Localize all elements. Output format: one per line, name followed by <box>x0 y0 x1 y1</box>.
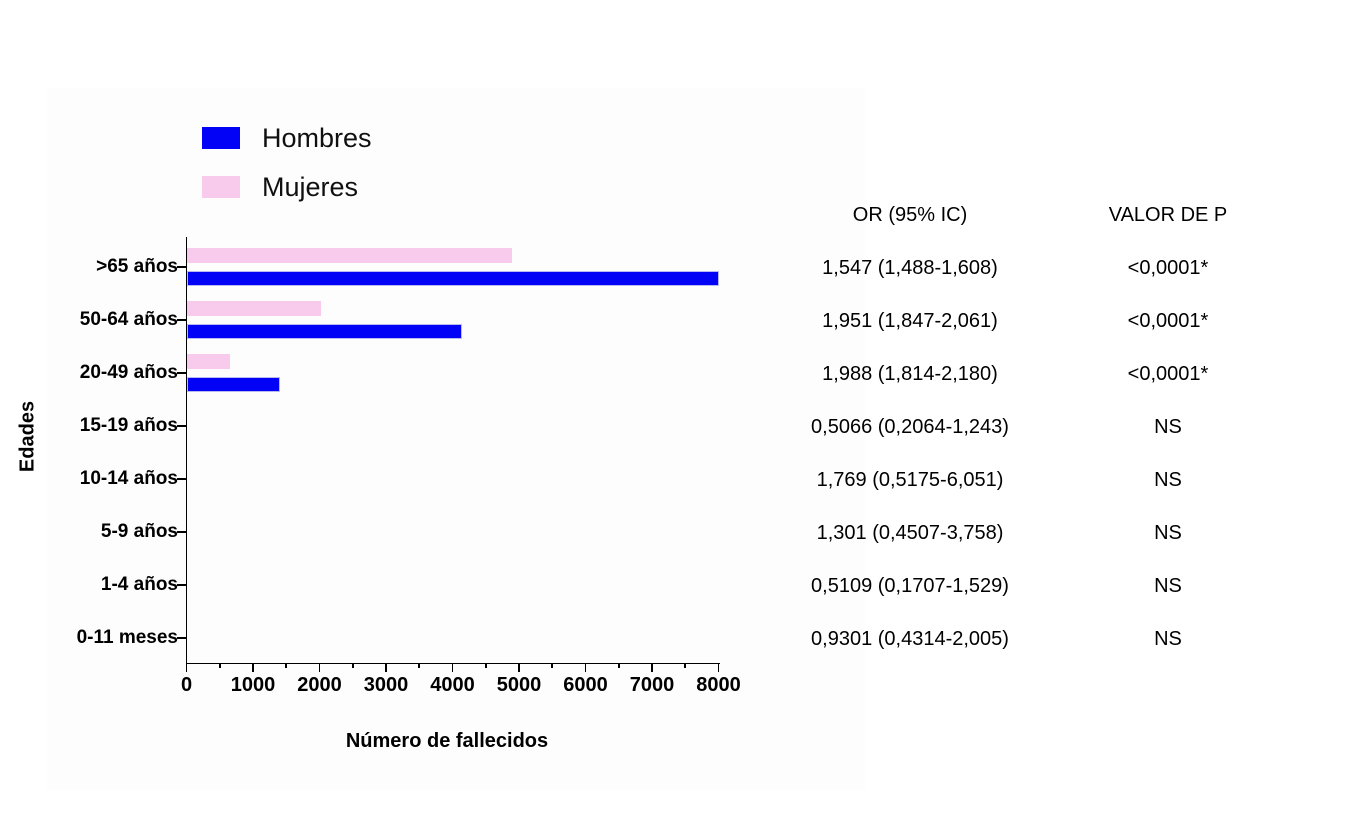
bar-mujeres-20-49-a-os <box>186 353 231 369</box>
x-minor-tick <box>484 662 487 668</box>
category-label-0-11-meses: 0-11 meses <box>76 627 178 648</box>
x-major-tick <box>451 662 454 672</box>
x-tick-label-2000: 2000 <box>297 674 342 696</box>
x-major-tick <box>518 662 520 672</box>
category-label-50-64-a-os: 50-64 años <box>79 309 178 330</box>
x-major-tick <box>185 662 188 672</box>
x-major-tick <box>318 662 321 672</box>
x-tick-label-3000: 3000 <box>363 674 409 696</box>
legend-swatch-hombres <box>202 127 240 149</box>
x-minor-tick <box>285 662 288 668</box>
category-label-10-14-a-os: 10-14 años <box>79 468 178 489</box>
or-value: 1,988 (1,814-2,180) <box>822 363 998 385</box>
or-value: 1,547 (1,488-1,608) <box>822 257 998 279</box>
y-axis-line <box>185 237 188 664</box>
x-major-tick <box>584 662 587 672</box>
category-tick <box>176 584 187 586</box>
or-value: 0,9301 (0,4314-2,005) <box>811 628 1009 650</box>
category-label-15-19-a-os: 15-19 años <box>79 415 178 436</box>
p-value: NS <box>1154 575 1182 597</box>
x-major-tick <box>717 662 720 672</box>
bar-hombres-20-49-a-os <box>186 376 280 392</box>
p-value: NS <box>1154 522 1182 544</box>
x-minor-tick <box>351 662 354 668</box>
bar-mujeres-50-64-a-os <box>186 300 321 316</box>
category-label-20-49-a-os: 20-49 años <box>79 362 178 383</box>
category-tick <box>176 531 187 533</box>
legend-item-mujeres: Mujeres <box>202 172 358 202</box>
x-axis-title: Número de fallecidos <box>345 730 549 752</box>
x-tick-label-7000: 7000 <box>629 674 675 696</box>
bar-mujeres-65-a-os <box>186 247 513 263</box>
chart-panel <box>47 88 865 790</box>
bar-hombres-50-64-a-os <box>186 323 462 339</box>
p-value: <0,0001* <box>1127 310 1209 332</box>
category-label-1-4-a-os: 1-4 años <box>100 574 178 595</box>
category-tick <box>176 425 187 427</box>
legend-label: Hombres <box>262 122 372 153</box>
bar-hombres-65-a-os <box>186 270 719 286</box>
x-minor-tick <box>617 662 620 668</box>
p-value: <0,0001* <box>1127 363 1209 385</box>
x-major-tick <box>252 662 254 672</box>
category-tick <box>176 637 187 639</box>
p-value: NS <box>1154 628 1182 650</box>
category-label-65-a-os: >65 años <box>96 256 178 277</box>
x-tick-label-1000: 1000 <box>230 674 276 696</box>
x-minor-tick <box>684 662 687 668</box>
category-tick <box>176 478 187 480</box>
x-tick-label-4000: 4000 <box>430 674 475 696</box>
or-value: 0,5066 (0,2064-1,243) <box>811 416 1009 438</box>
p-value: <0,0001* <box>1127 257 1209 279</box>
x-tick-label-8000: 8000 <box>696 674 741 696</box>
x-tick-label-6000: 6000 <box>563 674 608 696</box>
or-value: 1,951 (1,847-2,061) <box>822 310 998 332</box>
x-major-tick <box>385 662 387 672</box>
or-value: 0,5109 (0,1707-1,529) <box>811 575 1009 597</box>
x-tick-label-0: 0 <box>180 674 193 696</box>
category-label-5-9-a-os: 5-9 años <box>100 521 178 542</box>
p-column-header: VALOR DE P <box>1108 204 1228 226</box>
category-tick <box>176 319 187 321</box>
or-column-header: OR (95% IC) <box>852 204 968 226</box>
y-axis-title: Edades <box>16 400 39 473</box>
category-tick <box>176 372 187 374</box>
p-value: NS <box>1154 469 1182 491</box>
x-tick-label-5000: 5000 <box>496 674 542 696</box>
x-major-tick <box>651 662 653 672</box>
legend-item-hombres: Hombres <box>202 123 372 153</box>
or-value: 1,301 (0,4507-3,758) <box>816 522 1004 544</box>
x-minor-tick <box>218 662 221 668</box>
legend-swatch-mujeres <box>202 176 240 198</box>
or-value: 1,769 (0,5175-6,051) <box>816 469 1004 491</box>
x-minor-tick <box>551 662 554 668</box>
p-value: NS <box>1154 416 1182 438</box>
x-minor-tick <box>418 662 421 668</box>
legend-label: Mujeres <box>262 171 359 202</box>
category-tick <box>176 266 187 268</box>
